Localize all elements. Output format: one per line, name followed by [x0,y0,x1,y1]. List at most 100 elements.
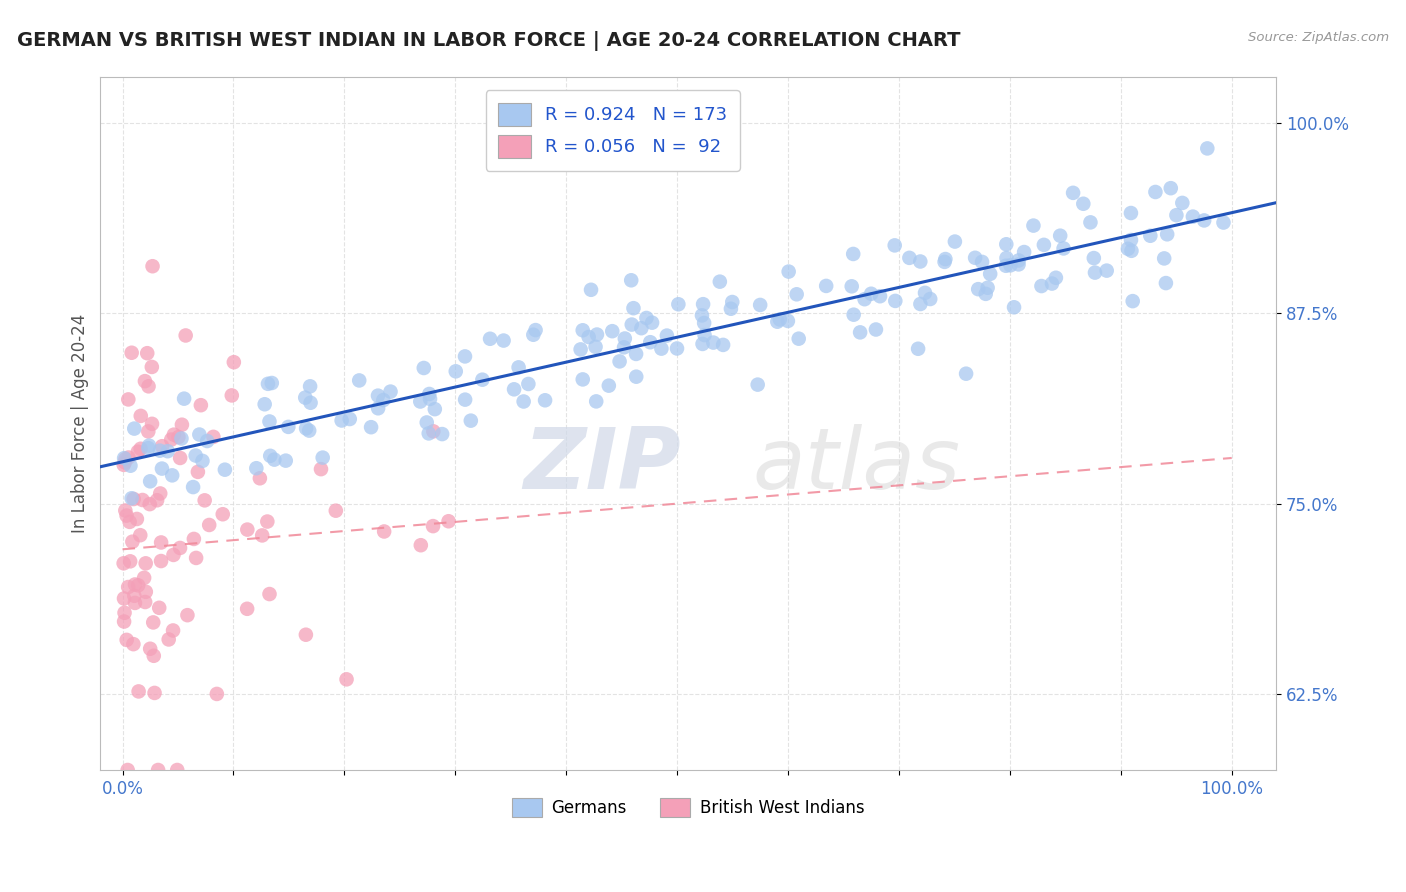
Point [335,673,357,687]
Point [117,450,139,465]
Point [134,571,156,585]
Point [711,338,734,352]
Point [198,518,221,533]
Point [295,628,318,642]
Point [156,444,179,458]
Point [253,397,276,411]
Point [910,254,932,268]
Point [967,282,990,296]
Y-axis label: In Labor Force | Age 20-24: In Labor Force | Age 20-24 [72,314,89,533]
Point [853,292,876,306]
Point [430,427,453,442]
Point [117,392,139,407]
Point [1144,185,1167,199]
Point [121,534,143,549]
Point [170,417,193,432]
Point [778,264,800,278]
Point [114,503,136,517]
Point [914,285,936,300]
Point [1171,195,1194,210]
Point [295,421,318,435]
Point [174,328,197,343]
Point [534,393,557,408]
Text: GERMAN VS BRITISH WEST INDIAN IN LABOR FORCE | AGE 20-24 CORRELATION CHART: GERMAN VS BRITISH WEST INDIAN IN LABOR F… [17,31,960,51]
Point [129,409,152,423]
Point [869,289,891,303]
Point [920,292,942,306]
Point [294,391,316,405]
Point [842,308,865,322]
Point [162,548,184,562]
Point [214,463,236,477]
Point [191,454,214,468]
Point [187,465,209,479]
Point [690,309,713,323]
Point [585,340,607,354]
Point [884,293,907,308]
Point [122,421,145,435]
Point [170,432,193,446]
Point [129,528,152,542]
Point [747,377,769,392]
Point [1153,252,1175,266]
Point [776,314,799,328]
Point [907,342,929,356]
Point [934,252,956,266]
Point [471,373,494,387]
Point [181,480,204,494]
Point [373,524,395,539]
Point [630,321,652,335]
Point [1160,181,1182,195]
Point [141,359,163,374]
Legend: Germans, British West Indians: Germans, British West Indians [505,791,872,824]
Point [613,340,636,354]
Point [129,442,152,456]
Point [202,430,225,444]
Point [274,453,297,467]
Point [183,532,205,546]
Point [325,504,347,518]
Point [1007,253,1029,268]
Point [236,602,259,616]
Point [112,451,135,466]
Point [841,279,863,293]
Point [1071,196,1094,211]
Point [641,316,664,330]
Point [522,327,544,342]
Point [1022,219,1045,233]
Point [1045,270,1067,285]
Point [195,434,218,448]
Point [250,528,273,542]
Point [418,426,440,441]
Point [160,468,183,483]
Point [142,648,165,663]
Point [994,259,1017,273]
Point [454,350,477,364]
Point [1062,186,1084,200]
Point [330,413,353,427]
Point [586,327,609,342]
Point [120,458,142,473]
Point [721,295,744,310]
Point [970,255,993,269]
Point [139,641,162,656]
Point [512,394,534,409]
Point [122,637,145,651]
Point [638,335,661,350]
Point [423,402,446,417]
Point [173,392,195,406]
Point [1156,227,1178,242]
Point [883,238,905,252]
Point [503,382,526,396]
Point [666,297,689,311]
Point [860,286,883,301]
Point [360,420,382,434]
Point [1119,206,1142,220]
Point [112,615,135,629]
Point [934,255,956,269]
Point [112,557,135,571]
Point [277,420,299,434]
Point [409,538,432,552]
Point [766,315,789,329]
Point [460,414,482,428]
